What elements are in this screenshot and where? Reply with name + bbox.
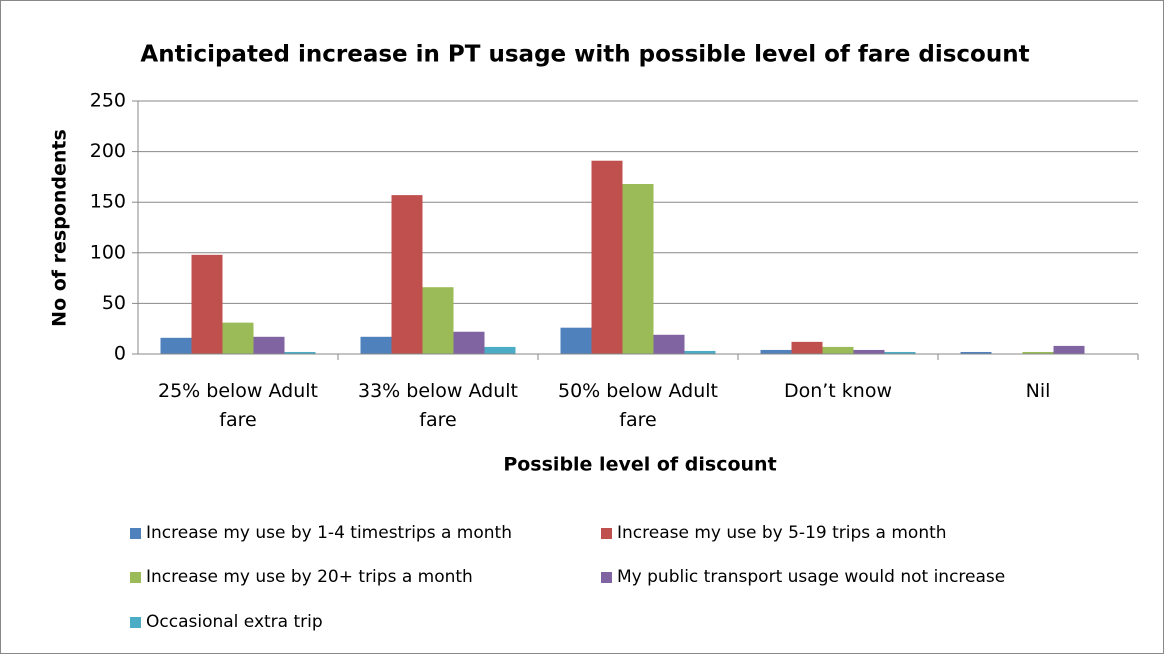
legend-label: My public transport usage would not incr…: [617, 567, 1006, 587]
x-tick-label: 25% below Adult fare: [158, 380, 318, 431]
x-tick-label: 33% below Adult fare: [358, 380, 518, 431]
y-tick-label: 0: [114, 343, 126, 365]
legend-label: Increase my use by 20+ trips a month: [146, 567, 473, 587]
bar: [822, 346, 854, 354]
bar: [791, 341, 823, 354]
legend-swatch: [130, 571, 141, 583]
bar: [622, 183, 654, 354]
legend-label: Occasional extra trip: [146, 612, 323, 632]
y-tick-label: 150: [90, 191, 126, 213]
legend-entry: My public transport usage would not incr…: [601, 567, 1005, 587]
y-tick-label: 50: [102, 292, 126, 314]
legend-swatch: [130, 527, 141, 539]
x-axis-title: Possible level of discount: [503, 454, 776, 476]
bar: [191, 254, 223, 354]
bar: [160, 337, 192, 354]
y-axis-title: No of respondents: [49, 129, 71, 327]
bar: [653, 334, 685, 354]
bar: [760, 349, 792, 354]
bar: [1053, 345, 1085, 354]
chart-title: Anticipated increase in PT usage with po…: [140, 42, 1029, 68]
x-tick-label: Nil: [1025, 380, 1051, 402]
legend-entry: Increase my use by 20+ trips a month: [130, 567, 473, 587]
bar: [853, 349, 885, 354]
bar: [884, 351, 916, 354]
bar: [591, 160, 623, 354]
legend-label: Increase my use by 1-4 timestrips a mont…: [146, 523, 512, 543]
bar: [360, 336, 392, 354]
y-tick-label: 100: [90, 241, 126, 263]
legend-entry: Increase my use by 1-4 timestrips a mont…: [130, 523, 512, 543]
bar: [422, 287, 454, 354]
legend-entry: Occasional extra trip: [130, 612, 323, 632]
legend-swatch: [601, 571, 612, 583]
y-tick-label: 200: [90, 140, 126, 162]
legend-entry: Increase my use by 5-19 trips a month: [601, 523, 947, 543]
bar: [453, 331, 485, 354]
x-tick-label: Don’t know: [783, 380, 893, 402]
bar: [222, 322, 254, 354]
bar: [391, 195, 423, 354]
bar: [560, 327, 592, 354]
bar: [1022, 351, 1054, 354]
bar: [960, 351, 992, 354]
x-tick-label: 50% below Adult fare: [558, 380, 718, 431]
legend-swatch: [130, 616, 141, 628]
bar: [284, 351, 316, 354]
y-tick-label: 250: [90, 90, 126, 112]
legend-label: Increase my use by 5-19 trips a month: [617, 523, 947, 543]
bar: [253, 336, 285, 354]
bar: [684, 350, 716, 354]
bar: [484, 346, 516, 354]
legend-swatch: [601, 527, 612, 539]
